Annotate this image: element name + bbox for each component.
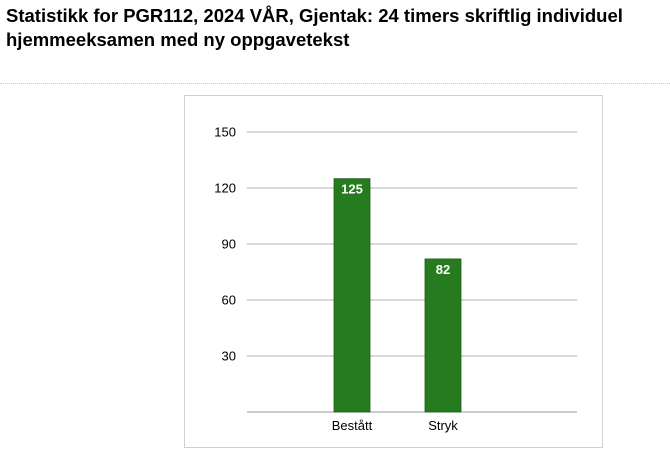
bar-chart: 30 60 90 120 150 125 Bestått 82 Stryk xyxy=(214,125,577,434)
page-title-line-2: hjemmeeksamen med ny oppgavetekst xyxy=(6,29,350,50)
bar-bestått xyxy=(333,178,371,413)
bar-value-label: 125 xyxy=(341,182,363,197)
y-tick-label-90: 90 xyxy=(222,237,236,252)
y-tick-label-60: 60 xyxy=(222,293,236,308)
x-category-label: Bestått xyxy=(332,418,373,433)
label-layer: 30 60 90 120 150 125 Bestått 82 Stryk xyxy=(214,125,458,434)
y-tick-label-150: 150 xyxy=(214,125,236,140)
dotted-divider xyxy=(0,83,670,84)
bar-value-label: 82 xyxy=(436,262,450,277)
y-tick-label-30: 30 xyxy=(222,349,236,364)
bar-stryk xyxy=(424,258,462,413)
grid-layer xyxy=(247,131,577,413)
chart-frame: 30 60 90 120 150 125 Bestått 82 Stryk xyxy=(184,95,603,448)
page-title-line-1: Statistikk for PGR112, 2024 VÅR, Gjentak… xyxy=(6,5,623,26)
y-tick-label-120: 120 xyxy=(214,181,236,196)
x-category-label: Stryk xyxy=(428,418,458,433)
page-title: Statistikk for PGR112, 2024 VÅR, Gjentak… xyxy=(6,4,670,52)
bar-layer xyxy=(333,178,462,413)
